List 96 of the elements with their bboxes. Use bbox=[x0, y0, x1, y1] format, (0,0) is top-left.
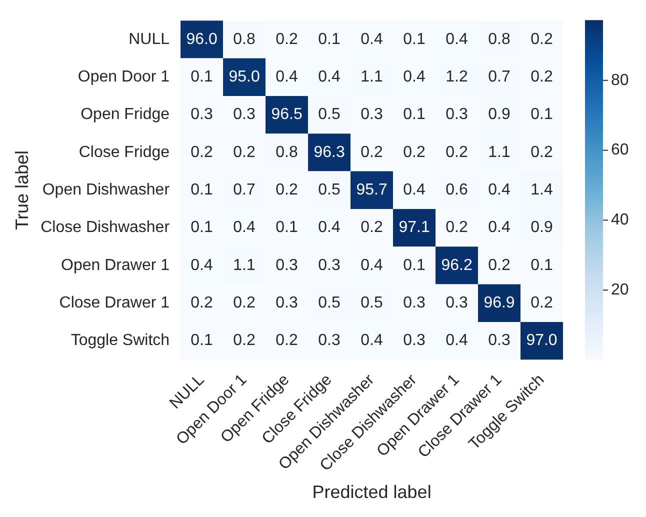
data-label: 0.4 bbox=[446, 332, 468, 350]
data-label: 0.5 bbox=[360, 294, 383, 312]
data-label: 0.5 bbox=[318, 294, 340, 312]
data-label: 0.4 bbox=[403, 68, 426, 86]
data-label: 0.4 bbox=[488, 219, 510, 236]
data-label: 0.1 bbox=[276, 219, 298, 236]
data-label: 0.1 bbox=[190, 219, 214, 236]
data-label: 0.2 bbox=[360, 144, 383, 161]
color-bar-label: 80 bbox=[611, 72, 629, 89]
data-label: 0.1 bbox=[318, 30, 340, 48]
data-label: 1.1 bbox=[360, 68, 383, 86]
data-label: 0.1 bbox=[190, 182, 214, 199]
data-label: 0.2 bbox=[276, 182, 298, 199]
data-label: 0.3 bbox=[360, 106, 383, 124]
data-label: 97.1 bbox=[398, 219, 430, 236]
data-label: 1.1 bbox=[488, 144, 510, 161]
data-label: 0.1 bbox=[190, 332, 214, 350]
y-tick-label: Close Dishwasher bbox=[40, 219, 170, 236]
data-label: 0.5 bbox=[318, 182, 340, 199]
data-label: 0.3 bbox=[403, 332, 426, 350]
data-label: 0.8 bbox=[233, 30, 256, 48]
data-label: 0.2 bbox=[233, 294, 256, 312]
data-label: 0.2 bbox=[360, 219, 383, 236]
data-label: 0.1 bbox=[403, 30, 426, 48]
y-tick-label: NULL bbox=[128, 30, 170, 48]
data-label: 0.3 bbox=[403, 294, 426, 312]
data-label: 0.3 bbox=[276, 294, 298, 312]
data-label: 0.2 bbox=[276, 332, 298, 350]
y-axis-title: True label bbox=[12, 150, 32, 230]
data-label: 96.5 bbox=[271, 106, 302, 124]
data-label: 0.4 bbox=[318, 68, 340, 86]
y-tick-label: Open Drawer 1 bbox=[61, 256, 170, 274]
data-label: 0.3 bbox=[233, 106, 256, 124]
data-label: 0.1 bbox=[530, 256, 553, 274]
data-label: 0.2 bbox=[403, 144, 426, 161]
data-label: 0.4 bbox=[360, 332, 383, 350]
data-label: 0.2 bbox=[530, 144, 553, 161]
data-label: 0.1 bbox=[403, 256, 426, 274]
data-label: 0.2 bbox=[190, 294, 214, 312]
data-label: 0.2 bbox=[190, 144, 214, 161]
color-bar-label: 60 bbox=[611, 142, 629, 159]
y-tick-label: Open Door 1 bbox=[78, 68, 170, 86]
data-label: 0.3 bbox=[318, 332, 340, 350]
data-label: 0.4 bbox=[446, 30, 468, 48]
data-label: 95.7 bbox=[356, 182, 388, 199]
data-label: 1.2 bbox=[446, 68, 468, 86]
data-label: 96.3 bbox=[314, 144, 345, 161]
data-label: 0.7 bbox=[488, 68, 510, 86]
y-tick-label: Close Drawer 1 bbox=[59, 294, 170, 312]
data-label: 1.1 bbox=[233, 256, 256, 274]
data-label: 0.3 bbox=[446, 294, 468, 312]
data-label: 0.9 bbox=[530, 219, 553, 236]
data-label: 0.8 bbox=[276, 144, 298, 161]
data-label: 0.4 bbox=[488, 182, 510, 199]
data-label: 0.2 bbox=[276, 30, 298, 48]
data-label: 0.6 bbox=[446, 182, 468, 199]
data-label: 0.3 bbox=[190, 106, 214, 124]
data-label: 0.3 bbox=[446, 106, 468, 124]
data-label: 0.4 bbox=[360, 256, 383, 274]
data-label: 0.2 bbox=[530, 30, 553, 48]
data-label: 0.4 bbox=[403, 182, 426, 199]
y-tick-label: Toggle Switch bbox=[70, 332, 170, 350]
data-label: 0.3 bbox=[276, 256, 298, 274]
data-label: 0.1 bbox=[190, 68, 214, 86]
data-label: 97.0 bbox=[526, 332, 558, 350]
data-label: 0.7 bbox=[233, 182, 256, 199]
color-bar-label: 40 bbox=[611, 212, 629, 229]
data-label: 0.3 bbox=[318, 256, 340, 274]
y-tick-label: Close Fridge bbox=[78, 144, 170, 161]
data-label: 0.2 bbox=[446, 219, 468, 236]
data-label: 96.2 bbox=[441, 256, 472, 274]
data-label: 0.4 bbox=[233, 219, 256, 236]
data-label: 0.2 bbox=[446, 144, 468, 161]
y-tick-label: Open Fridge bbox=[80, 106, 170, 124]
data-label: 0.5 bbox=[318, 106, 340, 124]
data-label: 0.1 bbox=[530, 106, 553, 124]
data-label: 0.2 bbox=[488, 256, 510, 274]
data-label: 0.8 bbox=[488, 30, 510, 48]
x-axis-title: Predicted label bbox=[312, 482, 432, 502]
data-label: 0.1 bbox=[403, 106, 426, 124]
data-label: 96.9 bbox=[484, 294, 515, 312]
data-label: 0.2 bbox=[530, 68, 553, 86]
data-label: 0.3 bbox=[488, 332, 510, 350]
data-label: 0.9 bbox=[488, 106, 510, 124]
data-label: 0.2 bbox=[233, 144, 256, 161]
data-label: 0.4 bbox=[360, 30, 383, 48]
data-label: 0.2 bbox=[233, 332, 256, 350]
color-bar-label: 20 bbox=[611, 282, 629, 298]
data-label: 0.4 bbox=[190, 256, 214, 274]
data-label: 0.4 bbox=[276, 68, 298, 86]
data-label: 1.4 bbox=[530, 182, 553, 199]
data-label: 0.2 bbox=[530, 294, 553, 312]
data-label: 0.4 bbox=[318, 219, 340, 236]
data-label: 96.0 bbox=[186, 30, 218, 48]
data-label: 95.0 bbox=[228, 68, 260, 86]
y-tick-label: Open Dishwasher bbox=[42, 182, 170, 199]
